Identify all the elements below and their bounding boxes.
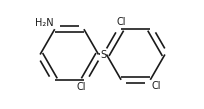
Text: Cl: Cl [116, 17, 125, 27]
Text: S: S [100, 49, 106, 60]
Text: H₂N: H₂N [34, 18, 53, 28]
Text: Cl: Cl [76, 82, 86, 92]
Text: Cl: Cl [151, 81, 160, 91]
